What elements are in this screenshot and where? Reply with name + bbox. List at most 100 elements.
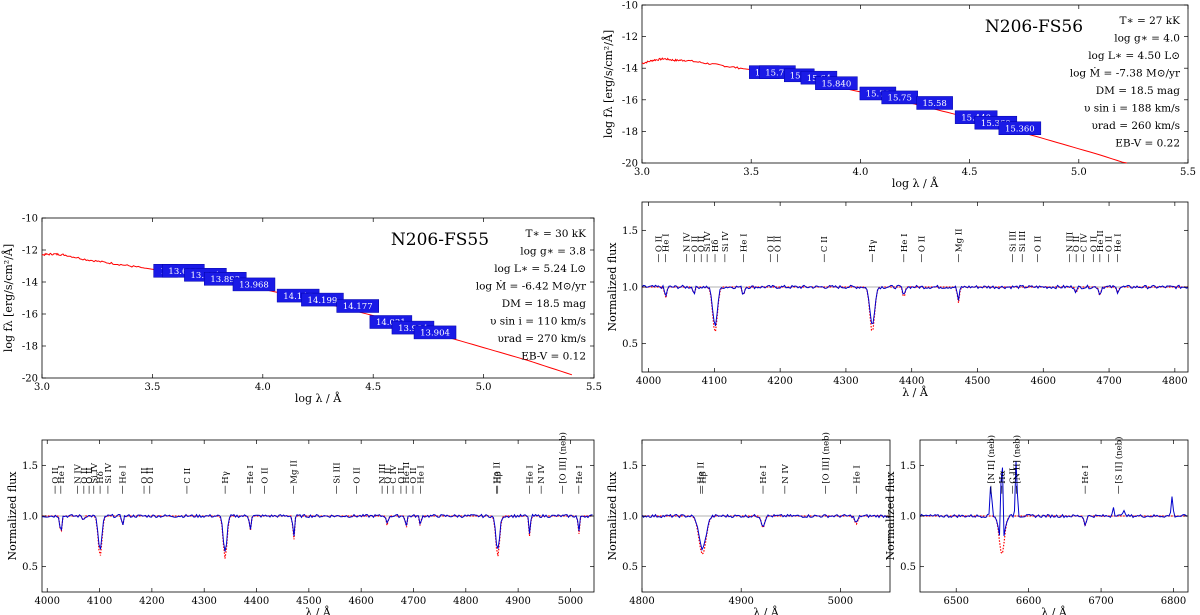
stellar-parameter: DM = 18.5 mag [1096,85,1181,97]
x-tick-label: 6600 [1016,596,1041,607]
line-id-label: Hγ [221,471,231,484]
x-tick-label: 4800 [453,596,478,607]
line-id-label: C II [183,468,193,484]
y-tick-label: 1.5 [622,461,638,472]
x-tick-label: 4500 [296,596,321,607]
line-id-label: O II [691,236,701,252]
x-tick-label: 5.0 [476,382,492,393]
photometry-label: 15.360 [981,119,1011,129]
photometry-label: 13.904 [420,329,450,339]
photometry-label: 15.360 [1005,124,1035,134]
photometry-box [916,96,953,110]
model-sed-line [641,57,1127,164]
y-tick-label: -10 [22,214,38,225]
y-tick-label: -14 [22,278,38,289]
line-id-label: He II [1096,230,1106,252]
line-id-label: Si IV [104,462,114,484]
y-tick-label: -16 [22,310,38,321]
photometry-label: 15.8 [790,72,809,82]
line-id-label: He I [662,234,672,253]
photometry-box [998,121,1042,135]
photometry-label: 15.73 [765,68,789,78]
line-id-label: N IV [537,463,547,483]
line-id-label: He II [402,462,412,484]
x-tick-label: 4900 [728,596,753,607]
line-id-label: O II [80,467,90,483]
model-spectrum-line [42,515,593,559]
line-id-label: O II [1072,236,1082,252]
line-id-label: Hα [998,470,1008,483]
line-id-label: He I [852,465,862,484]
y-tick-label: -12 [622,32,638,43]
photometry-box [336,299,379,313]
line-id-label: Hδ [711,240,721,253]
model-spectrum-line [642,286,1188,334]
photometry-label: 13.968 [239,281,269,291]
line-id-label: Si IV [90,462,100,484]
x-tick-label: 4400 [244,596,269,607]
y-axis-label: Normalized flux [606,471,619,561]
x-axis-label: λ / Å [753,605,780,615]
x-tick-label: 5.0 [1071,167,1087,178]
x-tick-label: 6800 [1161,596,1186,607]
stellar-parameter: EB-V = 0.12 [521,351,586,363]
plot-frame [41,217,595,379]
line-id-label: Hβ [494,471,504,483]
x-tick-label: 4800 [1162,376,1187,387]
stellar-parameter: log Ṁ = -7.38 M⊙/yr [1070,66,1181,80]
line-id-label: He II [493,462,503,484]
line-id-label: O II [1033,236,1043,252]
line-id-label: He I [526,465,536,484]
line-id-label: O II [260,467,270,483]
y-tick-label: 0.5 [622,562,638,573]
x-tick-label: 4500 [965,376,990,387]
observed-spectrum-line [919,460,1188,536]
line-id-label: He I [119,465,129,484]
stellar-parameter: T∗ = 27 kK [1119,15,1180,27]
line-id-label: He I [416,465,426,484]
line-id-label: O II [383,467,393,483]
stellar-parameter: T∗ = 30 kK [525,228,586,240]
x-tick-label: 4.0 [852,167,868,178]
model-sed-line [41,252,573,376]
y-tick-label: -20 [22,374,38,385]
star-title: N206-FS55 [391,230,489,250]
y-axis-label: Normalized flux [606,242,619,332]
x-tick-label: 3.5 [144,382,160,393]
y-tick-label: 1.5 [622,226,638,237]
line-id-label: O II [697,236,707,252]
x-tick-label: 4600 [1031,376,1056,387]
line-id-label: Si III [333,462,343,483]
line-id-label: Si IV [703,230,713,252]
x-tick-label: 5000 [828,596,853,607]
line-id-label: O II [654,236,664,252]
y-tick-label: -16 [622,95,638,106]
y-tick-label: -18 [22,342,38,353]
y-tick-label: 1.5 [900,461,916,472]
line-id-label: He I [246,465,256,484]
line-id-label: O II [918,236,928,252]
line-id-label: C IV [389,464,399,484]
x-tick-label: 6700 [1088,596,1113,607]
photometry-label: 13.690 [168,267,198,277]
x-tick-label: 4100 [87,596,112,607]
y-tick-label: 1.5 [22,461,38,472]
line-id-label: Si IV [721,230,731,252]
photometry-box [232,277,276,292]
photometry-label: 15.58 [922,99,946,109]
line-id-label: N III [1066,232,1076,252]
line-id-label: He I [1114,234,1124,253]
photometry-label: 14.031 [376,318,406,328]
line-id-label: He I [1081,465,1091,484]
line-id-label: [N II] (neb) [1011,435,1022,484]
line-id-label: O II [1089,236,1099,252]
line-id-label: O II [140,467,150,483]
model-spectrum-line [920,515,1187,555]
y-axis-label: log fλ [erg/s/cm²/Å] [601,30,615,138]
line-id-label: [S II] (neb) [1113,437,1124,484]
y-axis-label: log fλ [erg/s/cm²/Å] [1,244,15,352]
x-tick-label: 4200 [139,596,164,607]
stellar-parameter: log L∗ = 4.50 L⊙ [1088,50,1180,62]
photometry-label: 13.904 [398,324,428,334]
